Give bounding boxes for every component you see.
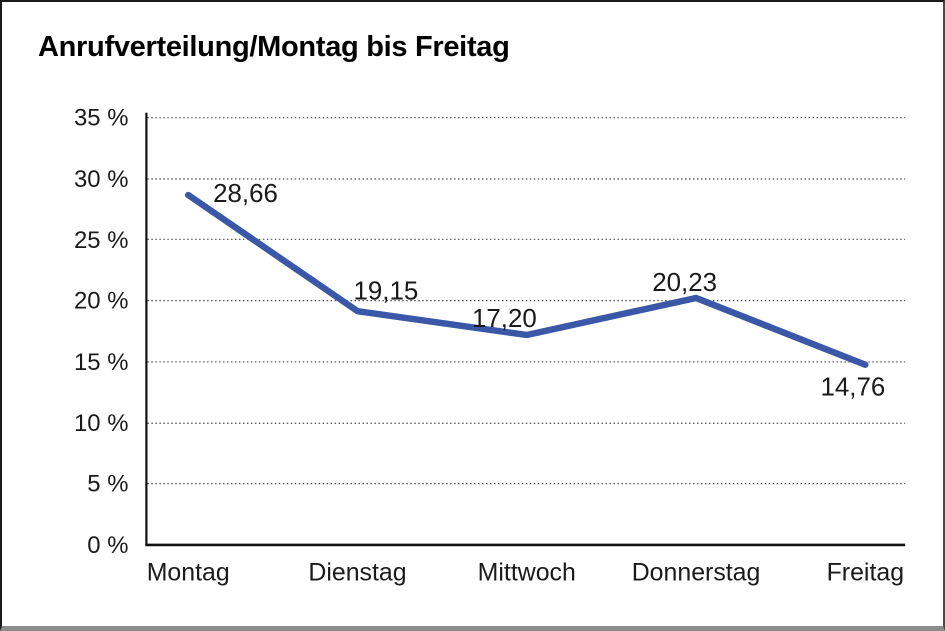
y-tick-label: 15 %: [74, 349, 128, 376]
data-label: 19,15: [354, 277, 419, 305]
x-category-label: Mittwoch: [478, 560, 576, 587]
data-labels: 28,66 19,15 17,20 20,23 14,76: [213, 180, 885, 401]
y-axis-labels: 35 % 30 % 25 % 20 % 15 % 10 % 5 % 0 %: [74, 105, 128, 559]
data-label: 14,76: [821, 373, 886, 401]
y-tick-label: 0 %: [87, 532, 128, 559]
chart-title: Anrufverteilung/Montag bis Freitag: [38, 31, 510, 63]
y-tick-label: 5 %: [87, 471, 128, 498]
gridlines: [147, 117, 906, 485]
y-tick-label: 10 %: [74, 410, 128, 437]
data-label: 28,66: [213, 180, 278, 208]
x-axis-labels: Montag Dienstag Mittwoch Donnerstag Frei…: [147, 560, 904, 587]
y-tick-label: 35 %: [74, 105, 128, 132]
y-tick-label: 25 %: [74, 227, 128, 254]
data-line: [184, 191, 869, 368]
data-label: 20,23: [652, 269, 717, 297]
data-label: 17,20: [472, 305, 537, 333]
x-category-label: Montag: [147, 560, 230, 587]
x-category-label: Freitag: [827, 560, 904, 587]
x-category-label: Donnerstag: [632, 560, 761, 587]
y-tick-label: 30 %: [74, 166, 128, 193]
x-category-label: Dienstag: [308, 560, 406, 587]
y-tick-label: 20 %: [74, 288, 128, 315]
